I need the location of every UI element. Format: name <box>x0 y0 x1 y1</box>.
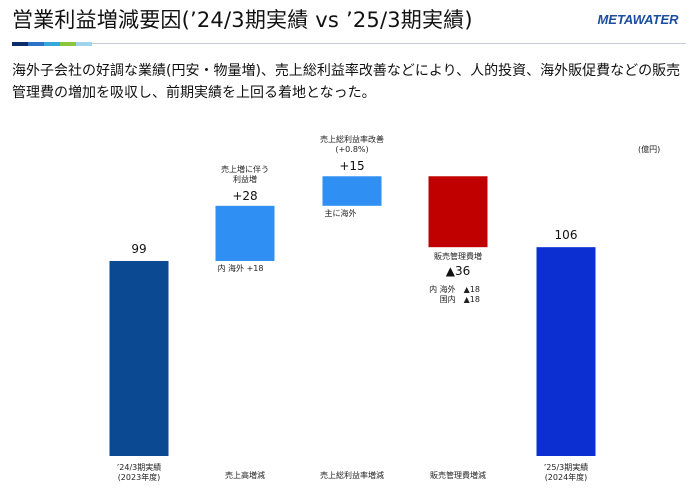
accent-segment-3 <box>44 42 60 46</box>
x-tick-label: 売上総利益率増減 <box>320 471 384 480</box>
header-divider <box>92 43 686 44</box>
bar-subnote: 主に海外 <box>324 208 357 218</box>
accent-segment-1 <box>12 42 28 46</box>
x-tick-label: 販売管理費増減 <box>430 471 486 480</box>
bar-note: 販売管理費増 <box>434 252 482 262</box>
bar-sales-change <box>215 205 275 261</box>
metawater-logo: METAWATER <box>597 12 679 27</box>
x-tick-label: ’25/3期実績 (2024年度) <box>543 463 589 482</box>
x-tick-label: 売上高増減 <box>225 471 265 480</box>
bar-subnote: 内 海外 +18 <box>217 263 264 273</box>
unit-label: (億円) <box>638 145 661 154</box>
x-tick-label: ’24/3期実績 (2023年度) <box>116 463 162 482</box>
bar-gross-margin-change <box>322 176 382 206</box>
bar-note: 売上総利益率改善 (+0.8%) <box>320 135 384 155</box>
bar-subnote: 国内 ▲18 <box>439 295 480 305</box>
value-label: +28 <box>232 188 258 203</box>
value-label: +15 <box>339 159 365 174</box>
accent-segment-4 <box>60 42 76 46</box>
bar-subnote: 内 海外 ▲18 <box>429 285 480 295</box>
logo-text: METAWATER <box>597 12 679 27</box>
value-label: ▲36 <box>445 264 471 279</box>
value-label: 106 <box>554 228 578 243</box>
bar-note: 売上増に伴う 利益増 <box>221 164 269 184</box>
page-title: 営業利益増減要因(’24/3期実績 vs ’25/3期実績) <box>12 8 473 32</box>
bar-sga-change <box>428 176 488 248</box>
accent-segment-2 <box>28 42 44 46</box>
accent-segment-5 <box>76 42 92 46</box>
summary-text: 海外子会社の好調な業績(円安・物量増)、売上総利益率改善などにより、人的投資、海… <box>12 63 681 101</box>
bar-fy2024-actual <box>536 247 596 456</box>
bar-fy2023-actual <box>109 260 169 456</box>
value-label: 99 <box>131 241 147 256</box>
